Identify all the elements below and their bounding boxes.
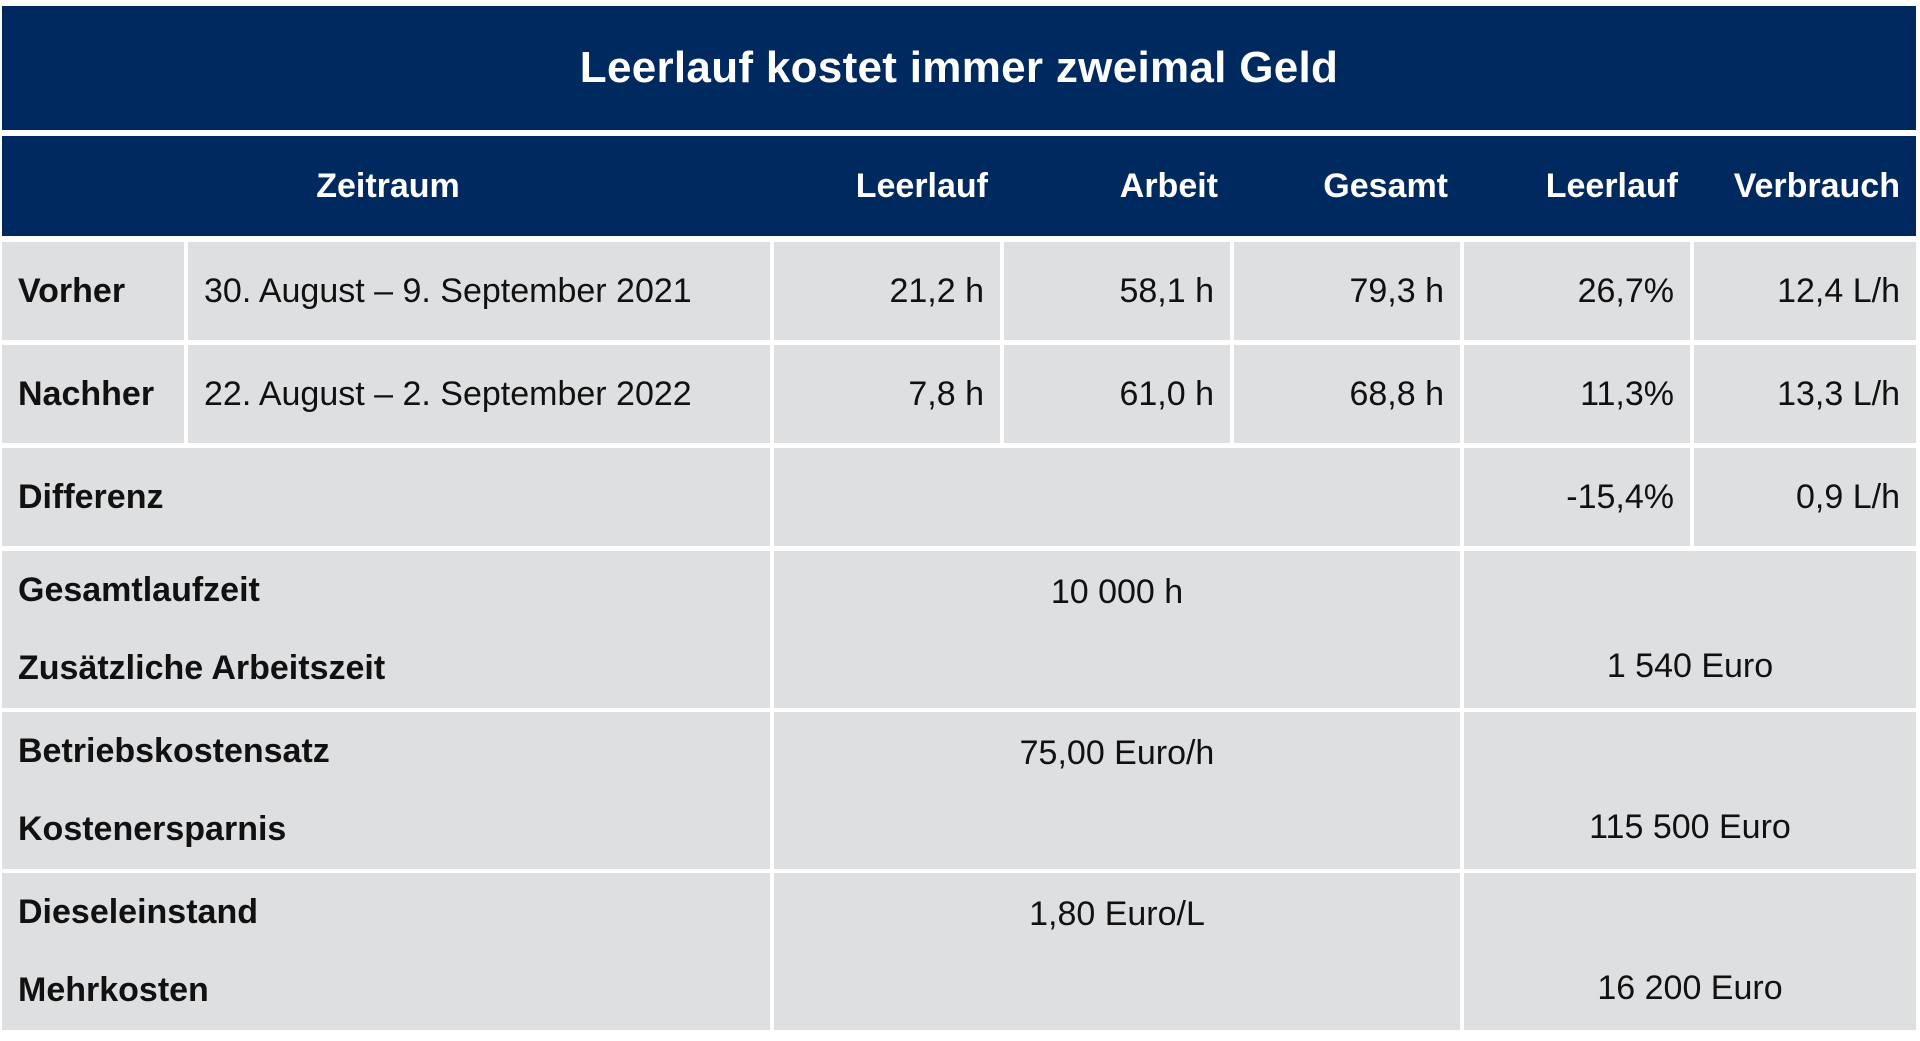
row-arbeit-vorher: 58,1 h <box>1004 242 1230 340</box>
result-mehrkosten: 16 200 Euro <box>1464 873 1916 1030</box>
differenz-leerlauf-pct: -15,4% <box>1464 448 1690 546</box>
row-verbrauch-nachher: 13,3 L/h <box>1694 345 1916 443</box>
header-zeitraum: Zeitraum <box>2 136 774 236</box>
row-label-vorher: Vorher <box>2 242 184 340</box>
header-leerlauf-percent: Leerlauf <box>1464 136 1694 236</box>
label-kostenersparnis: Kostenersparnis <box>18 810 287 849</box>
row-arbeit-nachher: 61,0 h <box>1004 345 1230 443</box>
row-leerlauf-pct-vorher: 26,7% <box>1464 242 1690 340</box>
row-label-nachher: Nachher <box>2 345 184 443</box>
label-dieseleinstand: Dieseleinstand <box>18 892 258 931</box>
label-gesamtlaufzeit: Gesamtlaufzeit <box>18 570 260 609</box>
differenz-empty-cell <box>774 448 1460 546</box>
calc-labels-3: Dieseleinstand Mehrkosten <box>2 873 770 1030</box>
result-kostenersparnis: 115 500 Euro <box>1464 712 1916 869</box>
row-zeitraum-nachher: 22. August – 2. September 2022 <box>188 345 770 443</box>
row-leerlauf-vorher: 21,2 h <box>774 242 1000 340</box>
header-arbeit: Arbeit <box>1004 136 1234 236</box>
row-leerlauf-nachher: 7,8 h <box>774 345 1000 443</box>
header-leerlauf-hours: Leerlauf <box>774 136 1004 236</box>
label-zusaetzliche-arbeitszeit: Zusätzliche Arbeitszeit <box>18 649 386 688</box>
header-gesamt: Gesamt <box>1234 136 1464 236</box>
table-title: Leerlauf kostet immer zweimal Geld <box>2 6 1916 130</box>
row-gesamt-vorher: 79,3 h <box>1234 242 1460 340</box>
result-zusaetzliche-arbeitszeit: 1 540 Euro <box>1464 551 1916 708</box>
differenz-verbrauch: 0,9 L/h <box>1694 448 1916 546</box>
label-mehrkosten: Mehrkosten <box>18 971 209 1010</box>
label-betriebskostensatz: Betriebskostensatz <box>18 731 330 770</box>
calc-labels-2: Betriebskostensatz Kostenersparnis <box>2 712 770 869</box>
row-zeitraum-vorher: 30. August – 9. September 2021 <box>188 242 770 340</box>
value-dieseleinstand: 1,80 Euro/L <box>774 873 1460 1030</box>
calc-labels-1: Gesamtlaufzeit Zusätzliche Arbeitszeit <box>2 551 770 708</box>
row-label-differenz: Differenz <box>2 448 770 546</box>
value-betriebskostensatz: 75,00 Euro/h <box>774 712 1460 869</box>
row-gesamt-nachher: 68,8 h <box>1234 345 1460 443</box>
cost-table: Leerlauf kostet immer zweimal Geld Zeitr… <box>2 6 1916 1030</box>
header-verbrauch: Verbrauch <box>1694 136 1916 236</box>
row-verbrauch-vorher: 12,4 L/h <box>1694 242 1916 340</box>
row-leerlauf-pct-nachher: 11,3% <box>1464 345 1690 443</box>
value-gesamtlaufzeit: 10 000 h <box>774 551 1460 708</box>
